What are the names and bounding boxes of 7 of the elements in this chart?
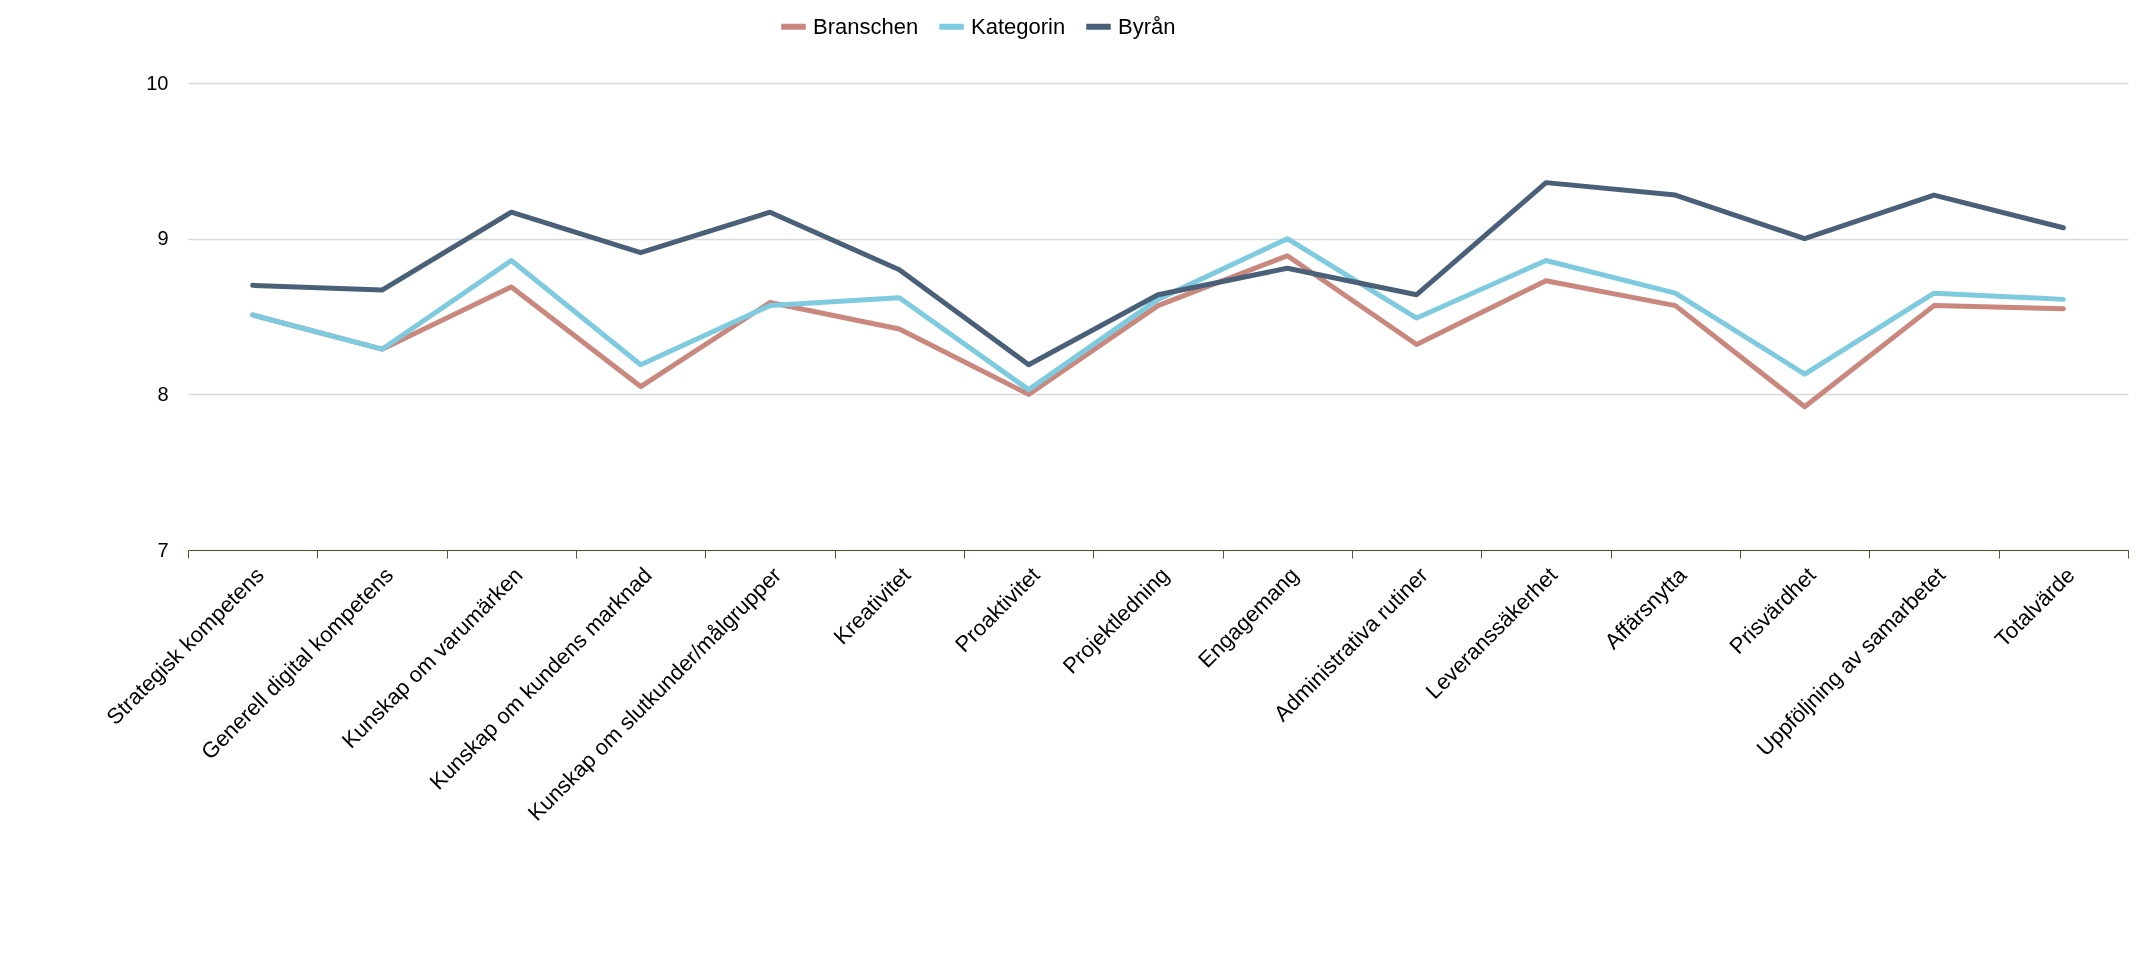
y-tick-label: 9 (157, 227, 169, 250)
y-tick-label: 7 (157, 538, 169, 561)
legend-label: Byrån (1118, 13, 1176, 39)
y-tick-label: 10 (146, 71, 169, 94)
y-tick-label: 8 (157, 382, 169, 405)
legend-label: Branschen (813, 13, 919, 39)
legend-label: Kategorin (971, 13, 1066, 39)
